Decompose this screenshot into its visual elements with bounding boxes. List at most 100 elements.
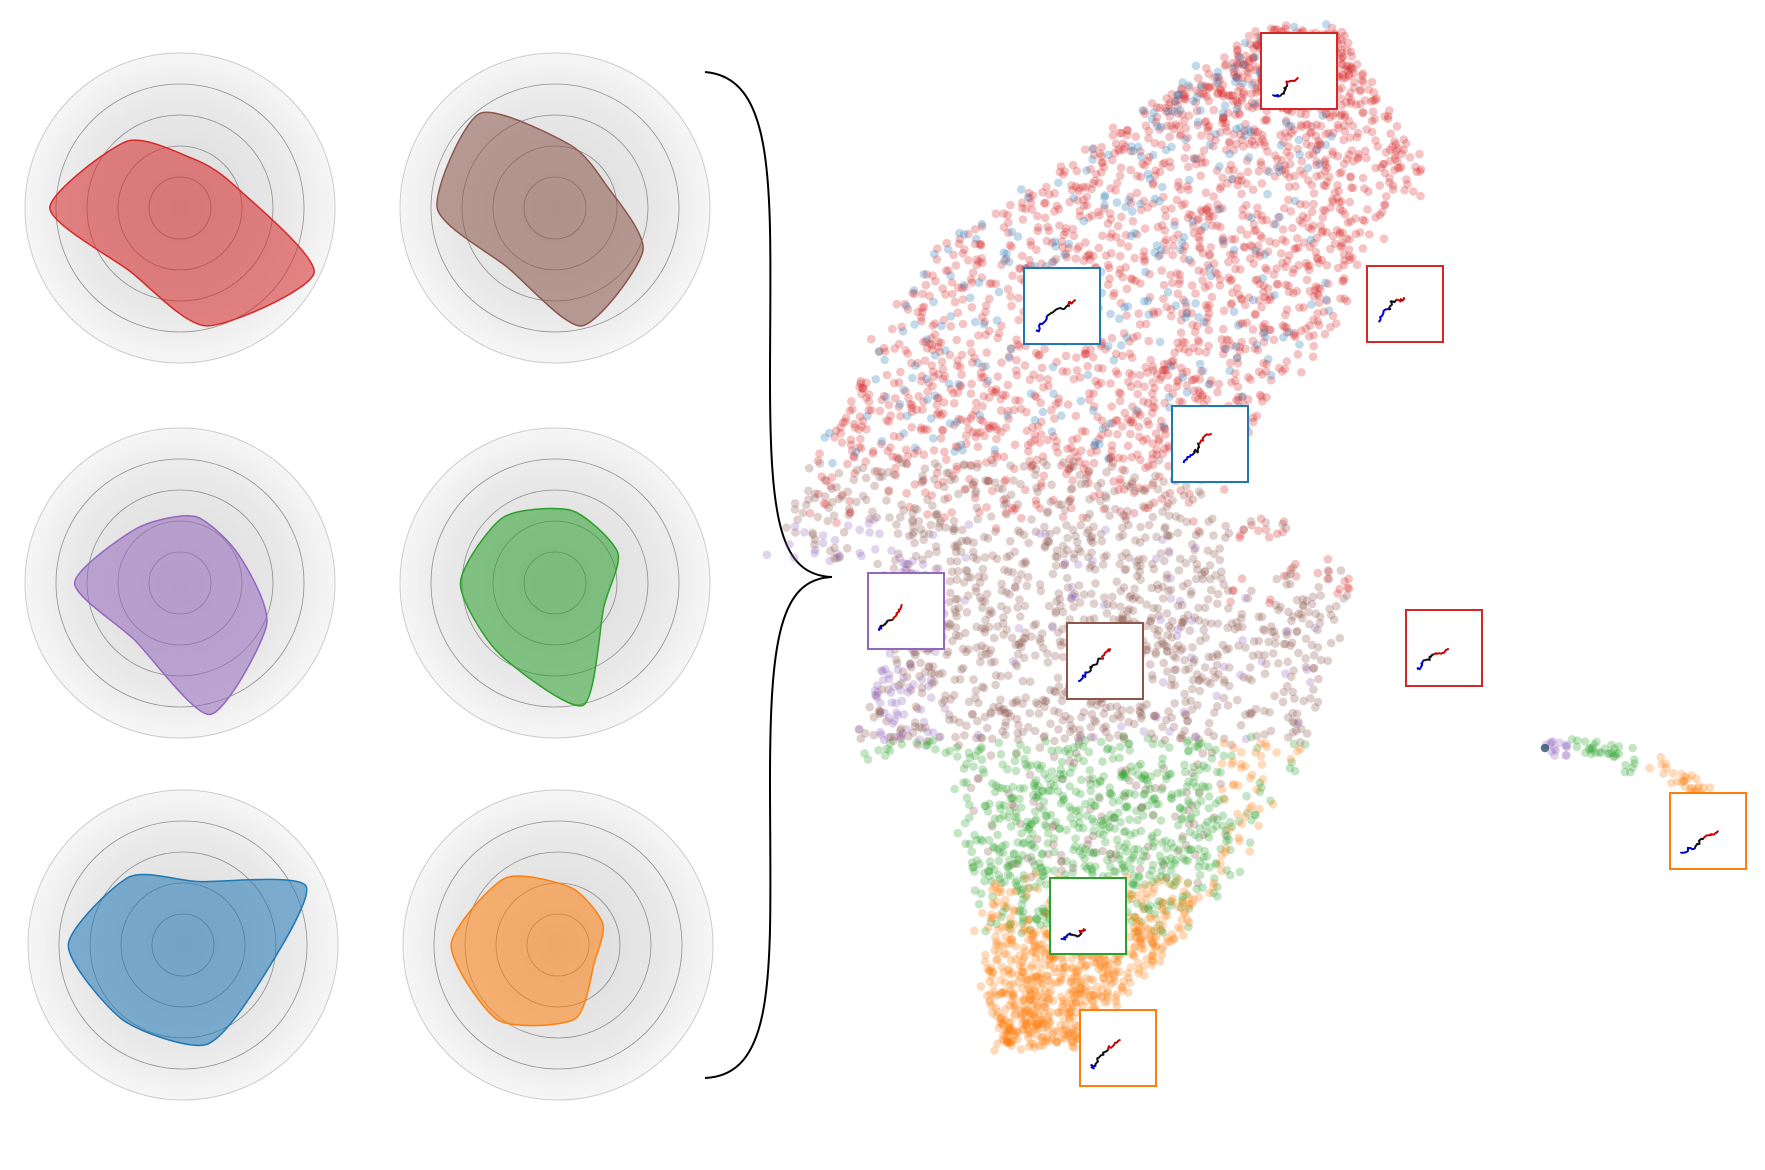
scatter-point — [1233, 396, 1243, 405]
scatter-point — [1111, 349, 1121, 359]
scatter-point — [1104, 150, 1113, 160]
scatter-point — [1219, 678, 1229, 687]
scatter-point — [1027, 461, 1036, 470]
scatter-point — [848, 405, 857, 414]
scatter-point — [1214, 379, 1224, 389]
scatter-point — [954, 283, 963, 292]
scatter-point — [1138, 811, 1148, 820]
scatter-point — [1145, 269, 1154, 279]
scatter-point — [1148, 378, 1158, 387]
scatter-point — [1328, 150, 1337, 159]
scatter-point — [917, 376, 926, 386]
scatter-point — [1219, 92, 1228, 101]
scatter-point — [1123, 125, 1132, 135]
scatter-point — [1344, 245, 1354, 254]
scatter-point — [966, 339, 975, 348]
scatter-point — [894, 455, 903, 464]
scatter-point — [1128, 402, 1137, 412]
scatter-point — [998, 390, 1008, 400]
scatter-point — [1000, 256, 1009, 266]
scatter-point — [1024, 722, 1033, 732]
scatter-point — [967, 379, 976, 389]
scatter-point — [960, 282, 969, 292]
scatter-point — [1011, 766, 1021, 776]
scatter-point — [1225, 138, 1234, 148]
scatter-point — [1253, 86, 1263, 95]
scatter-point — [896, 367, 905, 377]
scatter-point — [1177, 309, 1187, 318]
scatter-point — [1124, 604, 1134, 614]
scatter-point — [1232, 283, 1242, 293]
scatter-point — [1169, 356, 1178, 366]
scatter-point — [1048, 258, 1057, 267]
scatter-point — [985, 424, 995, 433]
scatter-point — [961, 431, 971, 441]
scatter-point — [1026, 820, 1036, 829]
scatter-point — [1206, 376, 1216, 385]
radar-ring — [430, 458, 680, 708]
scatter-point — [1203, 126, 1213, 135]
scatter-point — [1244, 372, 1253, 382]
scatter-point — [1125, 349, 1135, 359]
scatter-point — [1344, 150, 1354, 159]
scatter-point — [1009, 505, 1018, 515]
scatter-point — [1042, 182, 1051, 192]
scatter-point — [1048, 362, 1058, 372]
scatter-point — [849, 475, 859, 485]
scatter-point — [1125, 592, 1134, 602]
scatter-point — [1126, 147, 1136, 156]
scatter-point — [926, 693, 936, 702]
scatter-point — [1120, 466, 1129, 475]
scatter-point — [1010, 756, 1020, 766]
scatter-point — [1251, 65, 1260, 75]
scatter-point — [961, 484, 971, 494]
scatter-point — [1185, 489, 1194, 499]
scatter-point — [996, 427, 1006, 437]
scatter-point — [1592, 737, 1601, 747]
scatter-point — [1205, 301, 1214, 310]
scatter-point — [872, 466, 882, 476]
scatter-point — [1100, 200, 1109, 210]
scatter-point — [1256, 157, 1266, 167]
scatter-point — [1173, 109, 1183, 118]
scatter-point — [1017, 828, 1026, 838]
scatter-point — [1234, 52, 1243, 61]
scatter-point — [928, 530, 938, 540]
scatter-point — [1047, 427, 1057, 436]
scatter-point — [1118, 351, 1127, 361]
scatter-point — [1289, 264, 1299, 274]
scatter-point — [1106, 379, 1115, 388]
scatter-point — [1245, 39, 1255, 49]
scatter-point — [1111, 186, 1120, 195]
scatter-point — [922, 270, 931, 279]
scatter-point — [1083, 470, 1092, 480]
scatter-point — [1249, 637, 1259, 646]
scatter-point — [815, 449, 824, 458]
scatter-point — [1112, 232, 1121, 242]
scatter-point — [1113, 430, 1122, 439]
scatter-point — [1131, 276, 1140, 286]
scatter-point — [1209, 731, 1219, 741]
scatter-point — [1258, 216, 1267, 225]
scatter-point — [962, 793, 972, 803]
scatter-point — [1200, 618, 1210, 627]
scatter-point — [884, 400, 894, 410]
scatter-point — [1072, 353, 1081, 362]
scatter-point — [1073, 560, 1083, 569]
scatter-point — [1278, 225, 1288, 234]
scatter-point — [1394, 144, 1403, 153]
scatter-point — [945, 576, 955, 586]
radar-shape — [459, 507, 620, 707]
radar-shape — [67, 873, 308, 1047]
scatter-point — [1148, 739, 1158, 749]
scatter-point — [1238, 79, 1248, 88]
scatter-point — [970, 477, 979, 487]
scatter-point — [992, 434, 1001, 444]
scatter-point — [1258, 624, 1268, 634]
scatter-point — [1144, 520, 1154, 530]
scatter-point — [977, 312, 987, 322]
scatter-point — [1066, 461, 1076, 471]
scatter-point — [884, 487, 893, 497]
scatter-point — [1164, 499, 1173, 508]
scatter-point — [1159, 422, 1169, 431]
